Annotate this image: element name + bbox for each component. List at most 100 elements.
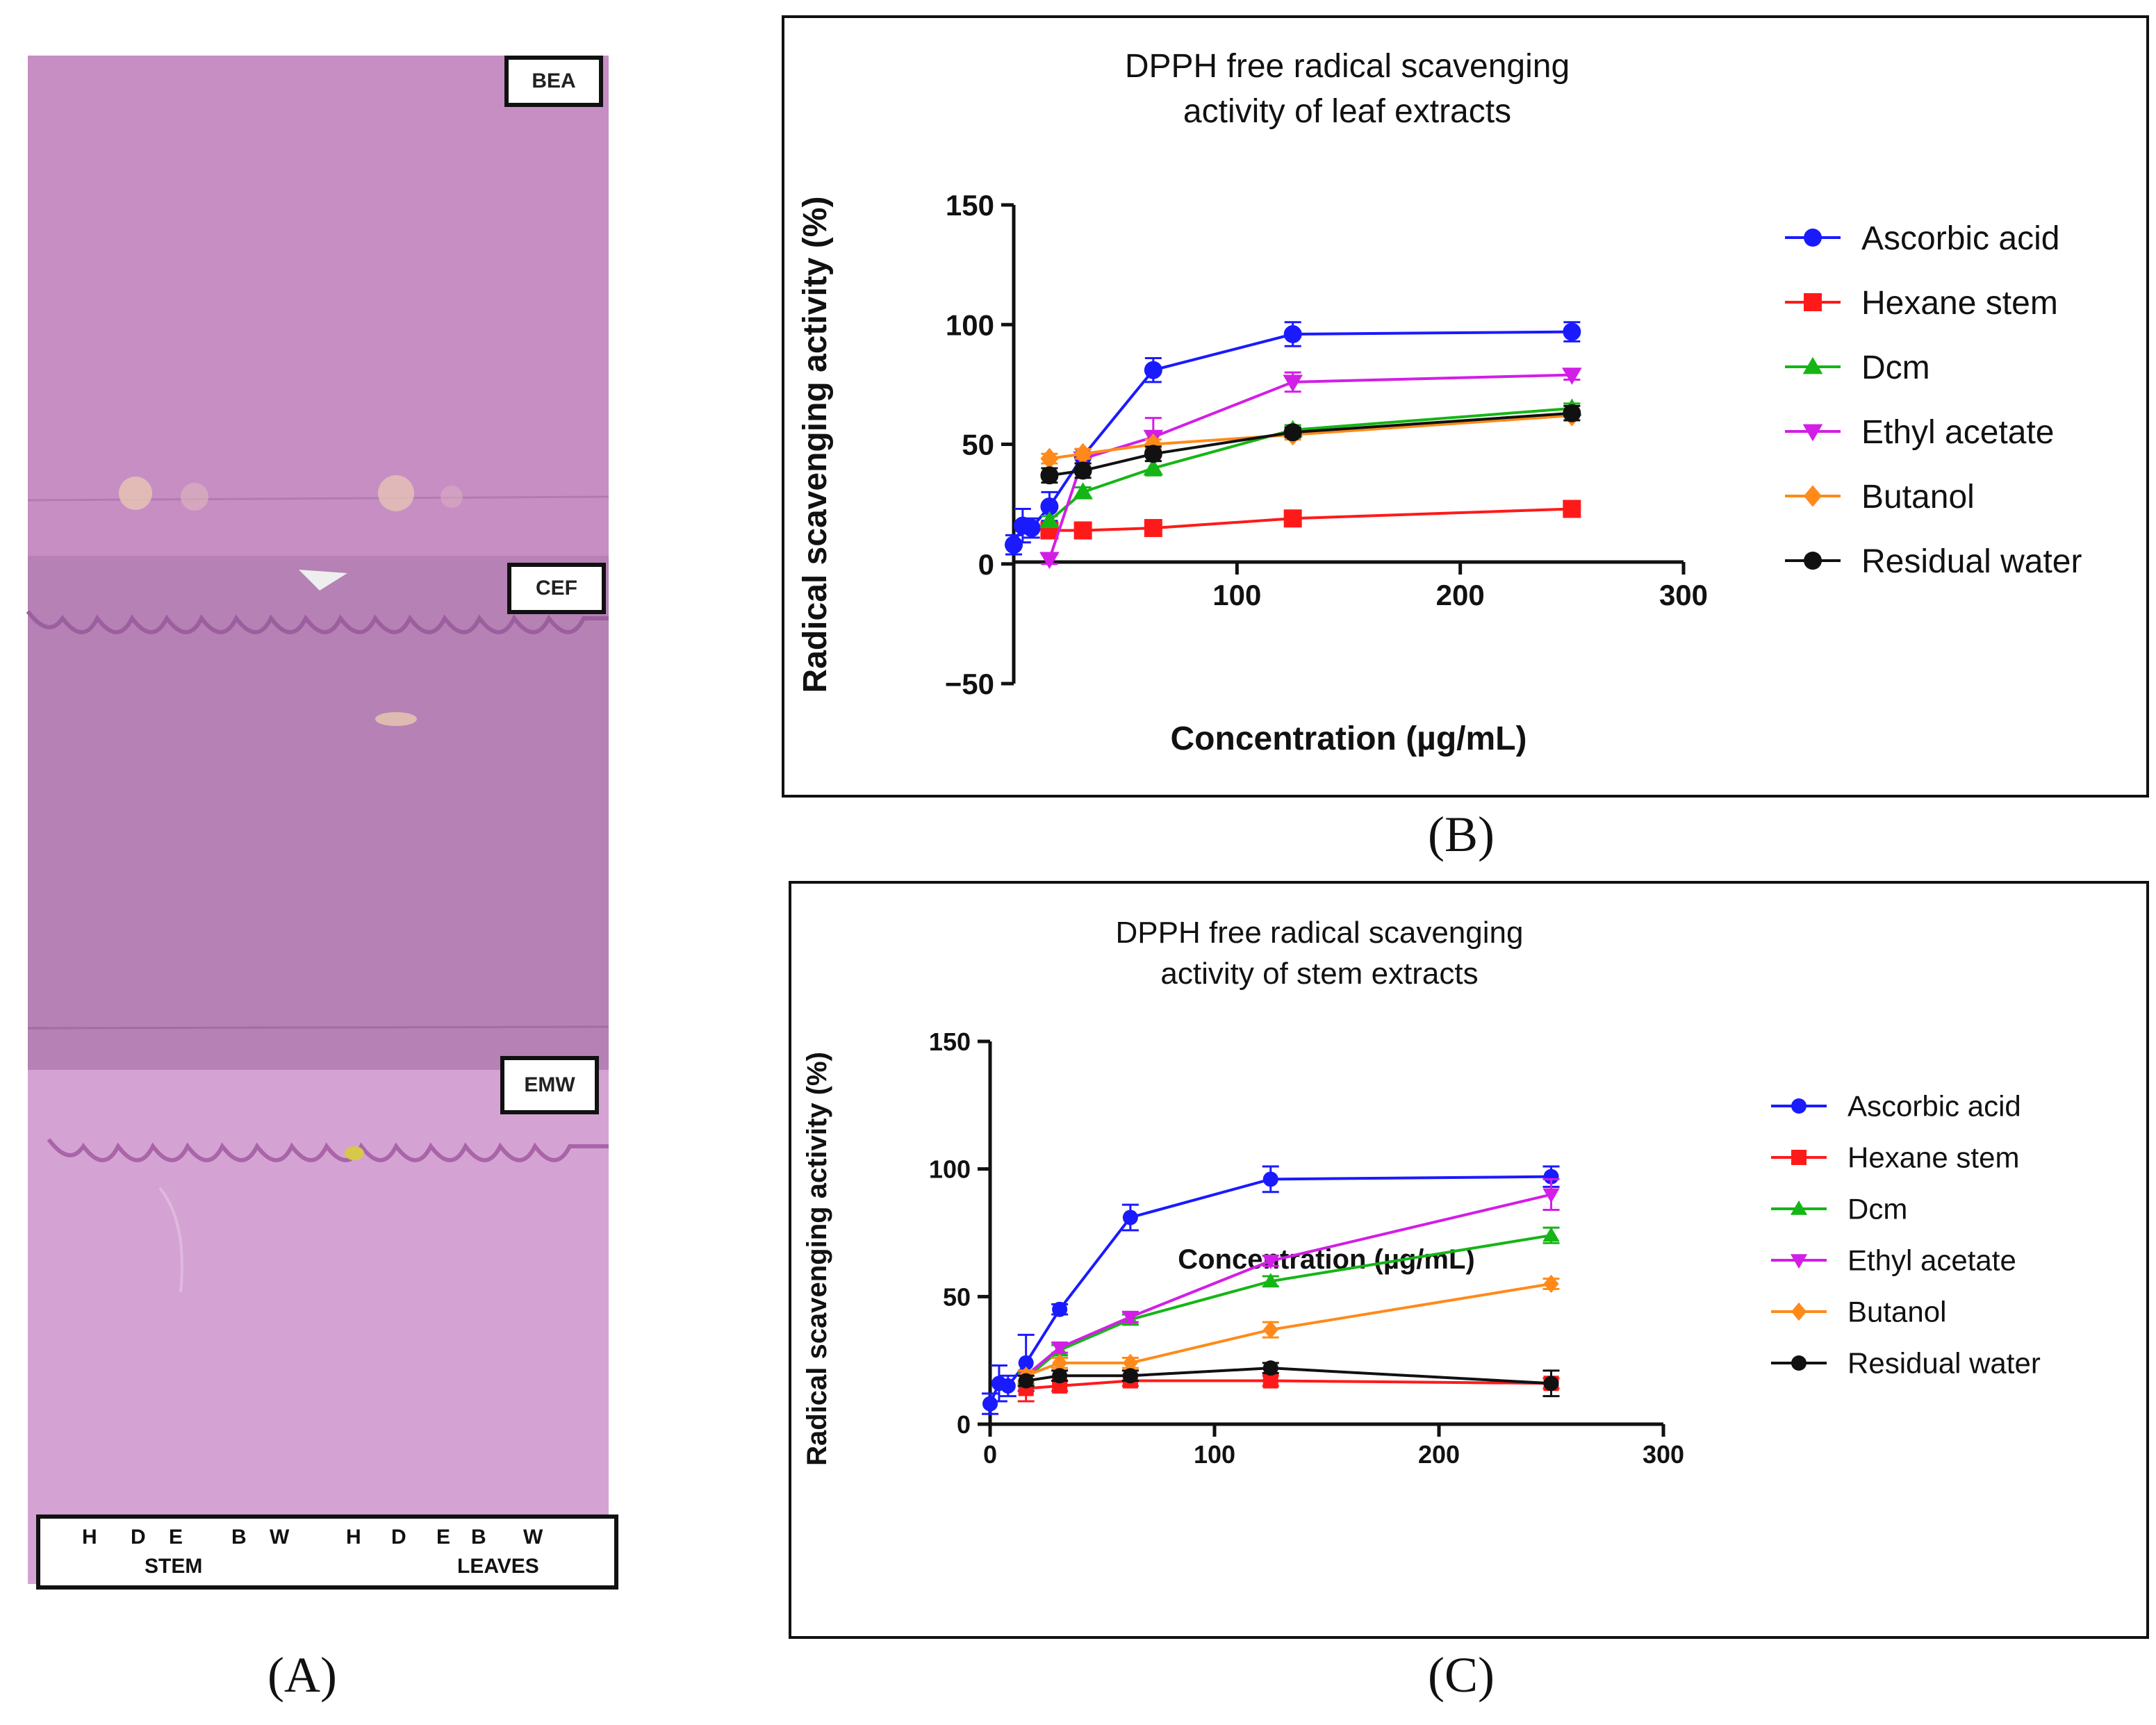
leaf-y-tick-label: −50: [945, 668, 994, 700]
stem-series-ethyl-acetate: [1017, 1178, 1560, 1385]
lane-label: W: [270, 1526, 290, 1549]
stem-y-tick-label: 0: [957, 1410, 971, 1439]
leaf-legend-label: Butanol: [1861, 479, 1975, 515]
chart-box-stem: DPPH free radical scavenging activity of …: [789, 881, 2149, 1639]
lane-label: B: [471, 1526, 486, 1549]
stem-data-point: [1542, 1188, 1560, 1203]
stem-data-point: [1543, 1169, 1559, 1185]
lane-label: H: [82, 1526, 97, 1549]
leaf-series-line: [1048, 406, 1572, 522]
leaf-y-tick-label: 0: [978, 548, 994, 581]
leaf-data-point: [1040, 497, 1059, 516]
stem-data-point: [1122, 1210, 1138, 1225]
leaf-legend-marker: [1804, 293, 1822, 311]
stem-series-ascorbic-acid: [982, 1165, 1560, 1415]
stem-data-point: [1543, 1274, 1559, 1294]
leaf-data-point: [1283, 423, 1302, 442]
stem-data-point: [1052, 1301, 1068, 1317]
stem-x-tick-label: 100: [1194, 1440, 1235, 1469]
stem-data-point: [1122, 1353, 1138, 1373]
leaf-data-point: [1563, 322, 1581, 341]
stem-data-point: [1052, 1353, 1068, 1373]
leaf-data-point: [1283, 325, 1302, 344]
leaf-series-hexane-stem: [1040, 500, 1581, 540]
stem-data-point: [1122, 1368, 1138, 1384]
tlc-label-cef: CEF: [507, 563, 606, 614]
stem-data-point: [1262, 1171, 1278, 1187]
leaf-series-ethyl-acetate: [1039, 368, 1582, 570]
stem-data-point: [1052, 1368, 1068, 1384]
stem-y-tick-label: 150: [929, 1027, 971, 1056]
lane-label: B: [231, 1526, 247, 1549]
leaf-x-tick-label: 300: [1659, 579, 1708, 611]
leaf-x-tick-label: 200: [1436, 579, 1485, 611]
leaf-legend-marker: [1804, 485, 1822, 507]
stem-y-tick-label: 100: [929, 1155, 971, 1184]
leaf-data-point: [1144, 445, 1162, 463]
stem-x-axis-label: Concentration (µg/mL): [1178, 1244, 1474, 1275]
tlc-label-emw: EMW: [500, 1056, 599, 1114]
lane-label: D: [131, 1526, 146, 1549]
panel-label-c: (C): [1428, 1647, 1495, 1703]
stem-series-residual-water: [1017, 1360, 1560, 1398]
stem-data-point: [1018, 1355, 1034, 1371]
tlc-panel: BEA CEF EMW H D E B W H D E B W STEM LEA…: [21, 42, 618, 1612]
stem-legend-label: Butanol: [1848, 1296, 1946, 1328]
leaf-data-point: [1005, 536, 1023, 554]
tlc-plate-bea: [28, 56, 609, 556]
stem-legend-marker: [1790, 1200, 1808, 1215]
group-label-stem: STEM: [145, 1555, 203, 1578]
stem-legend-marker: [1791, 1150, 1807, 1165]
leaf-y-axis-label: Radical scavenging activity (%): [797, 197, 834, 693]
stem-data-point: [1543, 1376, 1559, 1392]
stem-legend-marker: [1791, 1302, 1807, 1321]
chart-leaf: DPPH free radical scavenging activity of …: [797, 48, 2082, 757]
leaf-y-tick-label: 100: [946, 308, 994, 341]
stem-data-point: [1018, 1373, 1034, 1389]
leaf-legend-marker: [1802, 356, 1823, 374]
leaf-data-point: [1563, 404, 1581, 422]
stem-chart-title: activity of stem extracts: [1160, 957, 1478, 991]
stem-data-point: [1000, 1378, 1016, 1394]
stem-data-point: [1262, 1360, 1278, 1376]
stem-legend-marker: [1790, 1254, 1808, 1269]
panel-label-b: (B): [1428, 807, 1495, 862]
stem-x-tick-label: 0: [983, 1440, 997, 1469]
stem-data-point: [1262, 1373, 1278, 1389]
leaf-data-point: [1143, 458, 1164, 476]
stem-legend-label: Ethyl acetate: [1848, 1244, 2016, 1277]
leaf-legend-marker: [1802, 424, 1823, 442]
leaf-data-point: [1144, 361, 1162, 379]
stem-data-point: [1542, 1227, 1560, 1241]
leaf-y-tick-label: 150: [946, 189, 994, 222]
leaf-data-point: [1144, 519, 1162, 538]
leaf-data-point: [1283, 509, 1302, 528]
lane-label: D: [391, 1526, 406, 1549]
tlc-plate-emw: [28, 1070, 609, 1584]
stem-legend-label: Ascorbic acid: [1848, 1090, 2021, 1123]
leaf-chart-title: activity of leaf extracts: [1183, 93, 1511, 130]
stem-legend-label: Dcm: [1848, 1193, 1907, 1225]
leaf-data-point: [1039, 552, 1060, 570]
group-label-leaves: LEAVES: [457, 1555, 539, 1578]
stem-x-tick-label: 200: [1418, 1440, 1460, 1469]
stem-legend-marker: [1791, 1098, 1807, 1114]
leaf-x-axis-label: Concentration (µg/mL): [1171, 720, 1527, 757]
leaf-legend-label: Ethyl acetate: [1861, 414, 2055, 451]
stem-data-point: [1262, 1320, 1278, 1339]
leaf-series-residual-water: [1040, 404, 1581, 485]
stem-y-axis-label: Radical scavenging activity (%): [802, 1052, 832, 1466]
lane-label: E: [436, 1526, 451, 1549]
stem-data-point: [1121, 1310, 1139, 1326]
leaf-data-point: [1283, 374, 1303, 393]
leaf-data-point: [1073, 461, 1092, 480]
tlc-label-bea: BEA: [504, 56, 603, 107]
chart-box-leaf: DPPH free radical scavenging activity of …: [782, 15, 2149, 798]
leaf-y-tick-label: 50: [962, 429, 994, 461]
leaf-data-point: [1040, 466, 1059, 485]
stem-legend-label: Residual water: [1848, 1347, 2041, 1380]
stem-data-point: [1051, 1342, 1069, 1356]
tlc-plate-cef: [28, 556, 609, 1070]
leaf-chart-title: DPPH free radical scavenging: [1125, 48, 1570, 85]
stem-x-tick-label: 300: [1643, 1440, 1684, 1469]
